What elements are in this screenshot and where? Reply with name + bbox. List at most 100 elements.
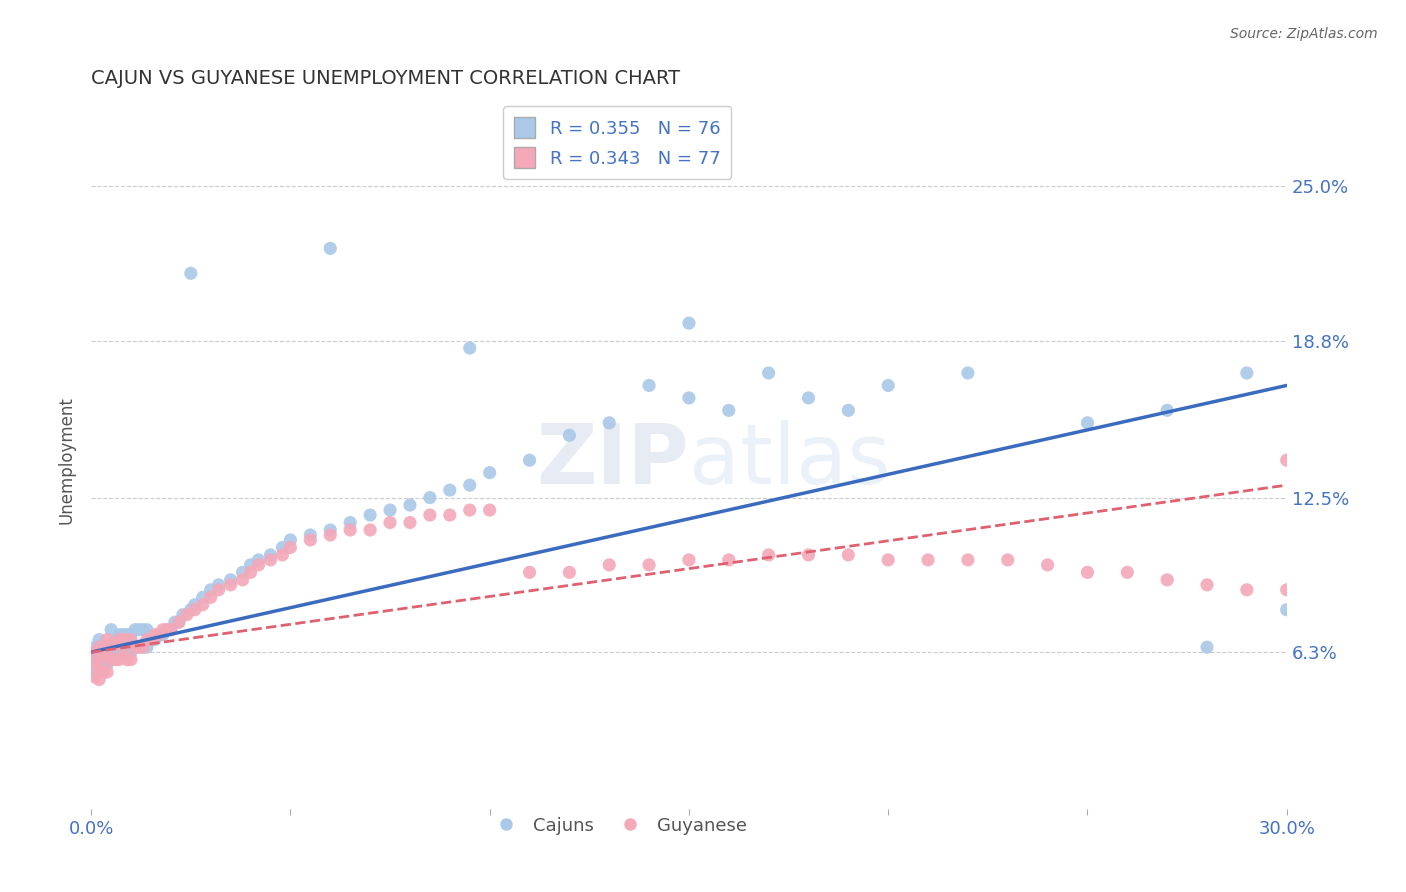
Point bbox=[136, 640, 159, 654]
Point bbox=[956, 366, 979, 380]
Point bbox=[180, 266, 202, 280]
Point bbox=[132, 623, 155, 637]
Point bbox=[84, 652, 107, 666]
Point bbox=[96, 640, 118, 654]
Point bbox=[172, 607, 194, 622]
Point bbox=[478, 466, 501, 480]
Point bbox=[108, 652, 131, 666]
Point bbox=[247, 553, 270, 567]
Point bbox=[139, 632, 162, 647]
Point bbox=[128, 640, 150, 654]
Point bbox=[232, 566, 254, 580]
Point bbox=[184, 603, 207, 617]
Point bbox=[91, 648, 114, 662]
Point bbox=[1156, 573, 1178, 587]
Point bbox=[124, 623, 146, 637]
Point bbox=[136, 623, 159, 637]
Point bbox=[91, 665, 114, 679]
Text: ZIP: ZIP bbox=[537, 420, 689, 500]
Point bbox=[1116, 566, 1139, 580]
Point bbox=[100, 638, 122, 652]
Point bbox=[191, 591, 214, 605]
Point bbox=[191, 598, 214, 612]
Point bbox=[87, 648, 110, 662]
Point bbox=[1156, 403, 1178, 417]
Point bbox=[219, 578, 242, 592]
Legend: Cajuns, Guyanese: Cajuns, Guyanese bbox=[481, 810, 754, 842]
Point bbox=[112, 648, 135, 662]
Point bbox=[128, 640, 150, 654]
Point bbox=[132, 640, 155, 654]
Point bbox=[108, 632, 131, 647]
Point bbox=[837, 403, 859, 417]
Point bbox=[917, 553, 939, 567]
Point bbox=[1275, 603, 1298, 617]
Point bbox=[419, 491, 441, 505]
Point bbox=[997, 553, 1019, 567]
Point bbox=[877, 378, 900, 392]
Point bbox=[87, 657, 110, 672]
Point bbox=[359, 523, 381, 537]
Point bbox=[259, 553, 281, 567]
Point bbox=[1076, 416, 1098, 430]
Point bbox=[399, 516, 422, 530]
Point bbox=[717, 553, 740, 567]
Point bbox=[184, 598, 207, 612]
Point bbox=[143, 632, 166, 647]
Text: CAJUN VS GUYANESE UNEMPLOYMENT CORRELATION CHART: CAJUN VS GUYANESE UNEMPLOYMENT CORRELATI… bbox=[91, 69, 681, 87]
Point bbox=[797, 548, 820, 562]
Point bbox=[339, 523, 361, 537]
Point bbox=[519, 566, 541, 580]
Point bbox=[1236, 366, 1258, 380]
Point bbox=[84, 640, 107, 654]
Point bbox=[100, 640, 122, 654]
Point bbox=[115, 632, 138, 647]
Point bbox=[319, 241, 342, 255]
Point bbox=[108, 645, 131, 659]
Point bbox=[598, 558, 620, 572]
Point bbox=[84, 645, 107, 659]
Point bbox=[598, 416, 620, 430]
Point bbox=[87, 632, 110, 647]
Point bbox=[271, 541, 294, 555]
Point bbox=[180, 603, 202, 617]
Point bbox=[837, 548, 859, 562]
Point bbox=[378, 503, 401, 517]
Point bbox=[160, 623, 183, 637]
Point bbox=[120, 632, 142, 647]
Point bbox=[104, 652, 127, 666]
Point bbox=[1275, 453, 1298, 467]
Point bbox=[108, 628, 131, 642]
Point bbox=[439, 508, 461, 522]
Point bbox=[758, 548, 780, 562]
Point bbox=[239, 566, 262, 580]
Text: atlas: atlas bbox=[689, 420, 890, 500]
Point bbox=[458, 478, 481, 492]
Point bbox=[1275, 582, 1298, 597]
Point bbox=[176, 607, 198, 622]
Point bbox=[115, 652, 138, 666]
Point bbox=[208, 582, 231, 597]
Point bbox=[259, 548, 281, 562]
Point bbox=[139, 632, 162, 647]
Point bbox=[280, 533, 302, 547]
Point bbox=[359, 508, 381, 522]
Point bbox=[148, 628, 170, 642]
Point bbox=[91, 657, 114, 672]
Point bbox=[128, 623, 150, 637]
Point bbox=[439, 483, 461, 497]
Text: Source: ZipAtlas.com: Source: ZipAtlas.com bbox=[1230, 27, 1378, 41]
Point bbox=[167, 615, 190, 630]
Point bbox=[717, 403, 740, 417]
Point bbox=[112, 628, 135, 642]
Point bbox=[84, 665, 107, 679]
Point bbox=[1195, 640, 1218, 654]
Point bbox=[319, 523, 342, 537]
Point bbox=[458, 341, 481, 355]
Point bbox=[120, 645, 142, 659]
Point bbox=[319, 528, 342, 542]
Point bbox=[112, 645, 135, 659]
Point bbox=[115, 645, 138, 659]
Point bbox=[678, 391, 700, 405]
Point bbox=[232, 573, 254, 587]
